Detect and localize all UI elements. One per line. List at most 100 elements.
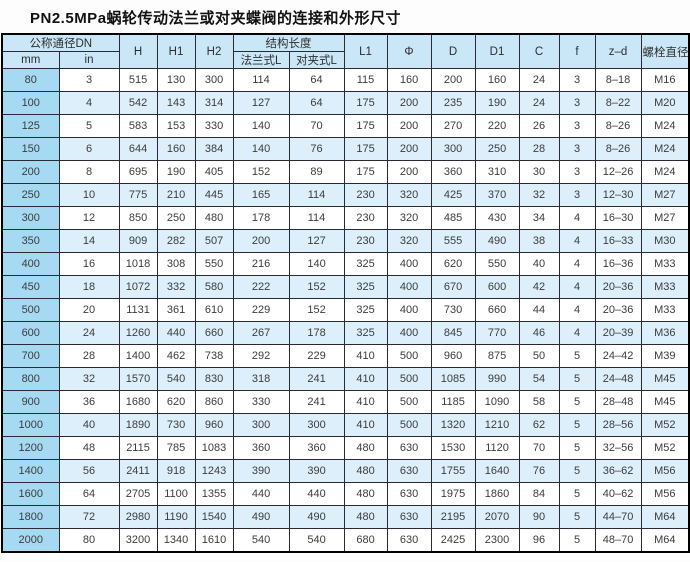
table-cell: 24–48 [594,367,642,391]
table-cell: 600 [474,275,520,299]
table-cell: 32 [58,367,120,391]
table-cell: 1400 [1,459,60,483]
table-cell: 900 [1,390,60,414]
table-cell: 140 [232,137,290,161]
table-cell: 300 [430,137,476,161]
table-cell: 400 [386,275,432,299]
table-row: 800 32 1570 540 830 318 241 410 500 1085 990 54 5 24–… [1,367,690,391]
table-cell: 583 [118,114,158,138]
table-cell: 115 [343,68,388,92]
table-cell: 580 [194,275,234,299]
table-cell: 600 [1,321,60,345]
table-cell: 178 [232,206,290,230]
table-cell: 4 [558,298,596,322]
table-cell: 8–26 [594,137,642,161]
table-cell: 845 [430,321,476,345]
table-cell: M45 [640,367,690,391]
table-row: 1800 72 2980 1190 1540 490 490 480 630 2195 2070 90… [1,505,690,529]
col-header-h2: H2 [194,33,234,69]
table-cell: 1530 [430,436,476,460]
table-cell: 2980 [118,505,158,529]
table-cell: 28 [58,344,120,368]
table-cell: 16–36 [594,252,642,276]
table-row: 1400 56 2411 918 1243 390 390 480 630 1755 1640 76 5… [1,459,690,483]
table-cell: 1320 [430,413,476,437]
table-cell: 5 [558,436,596,460]
table-cell: 230 [343,183,388,207]
table-cell: 230 [343,229,388,253]
table-cell: 330 [232,390,290,414]
table-cell: 229 [288,344,345,368]
table-cell: 425 [430,183,476,207]
table-cell: 24 [518,91,560,115]
table-cell: 300 [232,413,290,437]
table-cell: 150 [1,137,60,161]
table-cell: 738 [194,344,234,368]
table-cell: 48 [58,436,120,460]
table-cell: 175 [343,160,388,184]
table-cell: 127 [288,229,345,253]
table-cell: M52 [640,436,690,460]
table-cell: 310 [474,160,520,184]
table-cell: 220 [474,114,520,138]
table-cell: 1570 [118,367,158,391]
col-header-dn-in: in [58,51,120,69]
table-cell: 127 [232,91,290,115]
table-cell: 89 [288,160,345,184]
table-cell: 500 [386,344,432,368]
table-cell: 5 [558,482,596,506]
table-cell: 210 [156,183,196,207]
table-cell: 480 [343,482,388,506]
table-cell: 36–62 [594,459,642,483]
table-cell: 200 [386,137,432,161]
table-cell: 1100 [156,482,196,506]
table-cell: 140 [232,114,290,138]
table-cell: 1243 [194,459,234,483]
table-cell: 620 [430,252,476,276]
table-cell: 44 [518,298,560,322]
table-cell: 500 [386,390,432,414]
table-cell: 5 [558,528,596,552]
table-cell: 160 [156,137,196,161]
table-cell: 630 [386,482,432,506]
table-cell: 1072 [118,275,158,299]
table-cell: 410 [343,390,388,414]
table-cell: 390 [232,459,290,483]
table-row: 250 10 775 210 445 165 114 230 320 425 370 32 3 12–30… [1,183,690,207]
table-cell: 860 [194,390,234,414]
table-cell: 540 [288,528,345,552]
table-cell: 24 [58,321,120,345]
col-header-bolt-diameter: 螺栓直径 [640,33,690,69]
table-cell: 200 [386,91,432,115]
table-header: 公称通径DN H H1 H2 结构长度 L1 Φ D D1 C f z–d 螺栓… [1,33,690,69]
table-cell: 152 [288,298,345,322]
table-cell: 5 [558,367,596,391]
table-cell: 918 [156,459,196,483]
table-cell: 320 [386,183,432,207]
table-row: 1000 40 1890 730 960 300 300 410 500 1320 1210 62 5 2… [1,413,690,437]
table-cell: 3 [558,114,596,138]
table-cell: 730 [156,413,196,437]
table-cell: 350 [1,229,60,253]
table-cell: 114 [288,206,345,230]
table-cell: 480 [343,436,388,460]
table-cell: 24 [518,68,560,92]
table-cell: 1260 [118,321,158,345]
table-cell: 3 [558,160,596,184]
table-cell: 241 [288,367,345,391]
table-cell: 440 [232,482,290,506]
table-cell: M36 [640,321,690,345]
table-cell: 405 [194,160,234,184]
table-cell: 4 [558,252,596,276]
table-cell: 152 [288,275,345,299]
table-cell: 540 [232,528,290,552]
table-cell: 267 [232,321,290,345]
table-cell: 4 [58,91,120,115]
table-cell: 1600 [1,482,60,506]
table-cell: M64 [640,505,690,529]
table-cell: 16–30 [594,206,642,230]
table-cell: 480 [343,459,388,483]
table-cell: 390 [288,459,345,483]
table-cell: M64 [640,528,690,552]
table-cell: 670 [430,275,476,299]
